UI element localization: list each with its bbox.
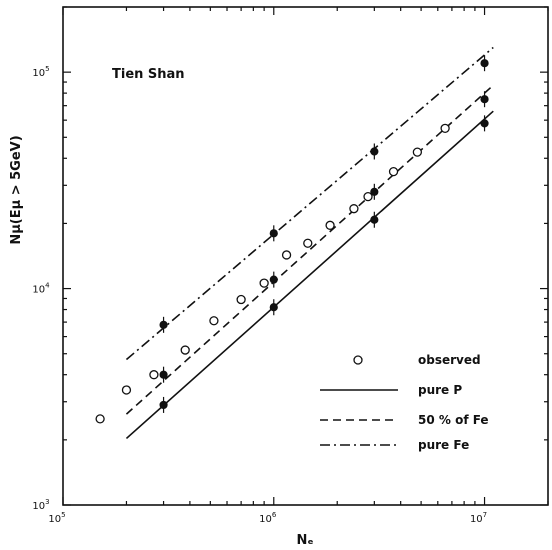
legend-pure-p-label: pure P — [418, 383, 462, 397]
x-tick-label: 107 — [470, 511, 487, 525]
legend: observed pure P 50 % of Fe pure Fe — [320, 353, 489, 452]
y-tick-label: 103 — [32, 498, 49, 512]
series-line-dashed — [125, 84, 494, 415]
observed-point — [363, 191, 373, 202]
legend-50fe-label: 50 % of Fe — [418, 413, 489, 427]
y-tick-label: 104 — [32, 282, 50, 296]
observed-point — [149, 370, 159, 380]
plot-frame — [62, 6, 549, 506]
legend-observed-label: observed — [418, 353, 481, 367]
legend-observed-marker — [353, 355, 363, 365]
observed-point — [259, 278, 269, 288]
x-axis-title: Nₑ — [296, 533, 313, 548]
model-point — [480, 59, 489, 68]
x-tick-label: 105 — [48, 511, 65, 525]
model-point — [159, 400, 168, 410]
model-point — [159, 370, 168, 379]
observed-point — [121, 385, 132, 395]
observed-point — [349, 204, 359, 214]
observed-point — [180, 345, 190, 355]
model-point — [480, 95, 489, 104]
observed-point — [209, 316, 219, 326]
observed-point — [325, 220, 335, 230]
model-point — [269, 275, 278, 284]
y-tick-label: 105 — [32, 65, 49, 79]
model-point — [370, 187, 379, 196]
legend-pure-fe-label: pure Fe — [418, 438, 469, 452]
observed-point — [440, 123, 450, 133]
model-point — [269, 303, 278, 312]
observed-point — [281, 250, 292, 260]
model-point — [370, 215, 379, 224]
series-line-solid — [125, 110, 494, 440]
observed-point — [303, 238, 313, 248]
observed-point — [388, 166, 399, 177]
model-point — [370, 147, 379, 156]
observed-point — [412, 147, 423, 157]
x-tick-label: 106 — [259, 511, 277, 525]
model-point — [269, 229, 278, 238]
model-point — [159, 320, 168, 329]
model-point — [480, 119, 489, 128]
observed-point — [95, 414, 105, 424]
y-axis-title: Nμ(Eμ > 5GeV) — [9, 135, 24, 244]
series-line-dashdot — [125, 46, 494, 361]
chart-annotation: Tien Shan — [112, 67, 185, 82]
observed-point — [236, 294, 246, 305]
